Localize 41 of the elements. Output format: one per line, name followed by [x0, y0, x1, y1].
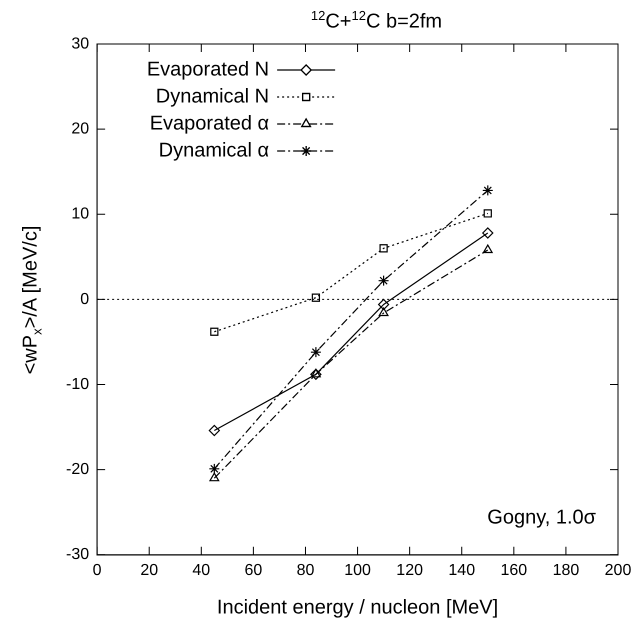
point [482, 184, 494, 196]
point [208, 463, 220, 474]
x-tick-label: 60 [244, 562, 262, 579]
point [310, 368, 322, 380]
y-tick-label: 0 [80, 290, 90, 308]
x-tick-label: 160 [500, 562, 528, 579]
legend-label: Evaporated N [146, 58, 270, 81]
legend-label: Dynamical α [158, 140, 270, 162]
x-tick-label: 100 [344, 562, 372, 579]
chart-title: $^{12}$C+$^{12}$C b=2fm [310, 8, 444, 34]
point [379, 244, 388, 252]
point [208, 424, 220, 436]
x-tick-label: 120 [396, 562, 424, 579]
legend-label: Dynamical N [156, 86, 270, 108]
point [482, 244, 493, 254]
x-tick-label: 80 [296, 562, 314, 579]
x-tick-label: 40 [192, 562, 210, 579]
y-tick-label: 10 [71, 206, 90, 223]
y-tick-label: 20 [71, 120, 90, 138]
legend-label: Evaporated α [150, 112, 270, 135]
x-tick-label: 20 [140, 562, 158, 579]
x-tick-label: 140 [448, 562, 476, 579]
point [482, 227, 494, 239]
y-tick-label: -20 [66, 461, 90, 478]
point [210, 328, 218, 336]
point [209, 472, 220, 482]
x-tick-label: 180 [552, 562, 580, 579]
point [378, 275, 390, 286]
annotation: Gogny, 1.0σ [487, 506, 597, 528]
y-tick-label: -10 [66, 376, 90, 393]
x-tick-label: 0 [92, 562, 102, 579]
x-axis-title: Incident energy / nucleon [MeV] [216, 596, 498, 619]
point [484, 209, 492, 218]
point [310, 368, 321, 378]
point [378, 307, 389, 316]
point [310, 346, 322, 358]
x-tick-label: 200 [604, 562, 632, 579]
point [378, 298, 390, 310]
point [312, 294, 320, 302]
y-tick-label: -30 [66, 546, 90, 564]
y-tick-label: 30 [71, 35, 90, 52]
